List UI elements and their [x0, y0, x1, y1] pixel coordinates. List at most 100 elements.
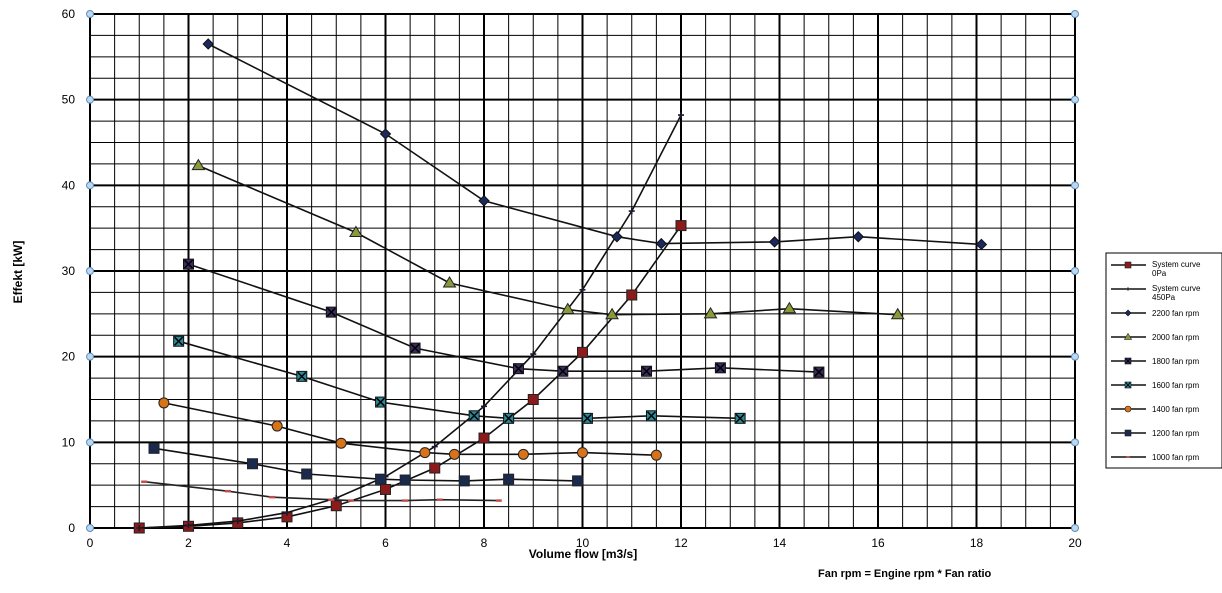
axes: 0 2 4 6 8 10 12 14 16 18 20 0 10 20 30 40 50 60	[62, 7, 1082, 550]
series-3	[202, 38, 988, 251]
x-tick-label: 14	[773, 536, 787, 550]
x-tick-label: 18	[970, 536, 984, 550]
marker-cross	[646, 411, 656, 421]
data-point	[703, 306, 718, 319]
legend-item: 1400 fan rpm	[1111, 405, 1199, 414]
data-point	[185, 522, 192, 529]
legend-label: 1400 fan rpm	[1152, 405, 1199, 414]
legend-marker-wrap	[1124, 381, 1132, 389]
data-point	[481, 403, 487, 410]
legend-label-continued: 0Pa	[1152, 269, 1167, 278]
x-tick-label: 16	[871, 536, 885, 550]
series-5	[183, 258, 825, 378]
legend-marker-wrap	[1123, 332, 1133, 340]
x-tick-label: 0	[87, 536, 94, 550]
data-point	[330, 500, 342, 512]
data-point	[375, 396, 387, 408]
data-point	[448, 448, 460, 460]
y-axis-end-marker	[86, 181, 94, 190]
data-point	[325, 306, 337, 318]
data-point	[611, 231, 623, 243]
legend-marker-wrap	[1124, 261, 1132, 269]
data-point	[379, 128, 392, 140]
y2-axis-end-marker	[1071, 267, 1079, 275]
marker-cross	[469, 411, 479, 421]
data-point	[173, 335, 185, 347]
data-point	[517, 448, 529, 460]
data-point	[271, 420, 283, 432]
data-point	[527, 394, 539, 405]
data-point	[191, 158, 206, 171]
legend-label: 1200 fan rpm	[1152, 429, 1199, 438]
data-point	[136, 525, 143, 531]
data-point	[645, 410, 657, 422]
legend-marker	[1124, 357, 1132, 365]
y2-axis-end-marker	[1071, 524, 1079, 532]
data-point	[628, 208, 635, 215]
data-point	[380, 483, 391, 495]
y-axis-end-marker	[86, 95, 94, 104]
series-7	[158, 397, 662, 461]
data-point	[375, 473, 387, 485]
data-point	[560, 302, 575, 315]
series-8	[148, 442, 584, 487]
data-point	[641, 365, 653, 377]
data-point	[581, 412, 593, 424]
legend-marker	[1123, 332, 1133, 340]
y-axis-end-marker	[86, 524, 94, 532]
x-tick-label: 4	[284, 536, 291, 550]
series-line	[163, 402, 657, 456]
data-point	[579, 286, 586, 293]
data-point	[202, 38, 214, 50]
data-point	[557, 365, 569, 377]
legend-marker	[1124, 429, 1132, 437]
marker-cross	[504, 413, 514, 423]
data-point	[530, 351, 537, 358]
data-point	[813, 366, 825, 378]
series-line	[207, 43, 982, 246]
x-tick-label: 20	[1068, 536, 1082, 550]
y-tick-label: 10	[62, 435, 76, 449]
data-point	[349, 225, 363, 237]
legend-marker-wrap	[1126, 287, 1130, 291]
legend-item: 2000 fan rpm	[1111, 332, 1199, 342]
series-9	[141, 480, 502, 502]
y-axis-end-marker	[86, 267, 94, 275]
legend-item: 1600 fan rpm	[1111, 381, 1199, 390]
marker-cross	[513, 364, 524, 374]
data-point	[782, 301, 797, 314]
data-point	[605, 307, 619, 320]
series-line	[188, 263, 819, 373]
data-point	[429, 462, 441, 474]
series-6	[173, 335, 746, 424]
data-point	[768, 236, 781, 248]
data-point	[890, 307, 905, 320]
data-point	[678, 112, 684, 119]
legend-label: 1800 fan rpm	[1152, 357, 1199, 366]
data-point	[296, 370, 308, 382]
data-point	[247, 458, 259, 470]
legend-item: 1800 fan rpm	[1111, 357, 1199, 366]
data-point	[572, 475, 584, 487]
marker-cross	[326, 307, 336, 317]
footnote: Fan rpm = Engine rpm * Fan ratio	[818, 568, 992, 580]
x-tick-label: 6	[382, 536, 389, 550]
legend-marker-wrap	[1124, 357, 1132, 365]
marker-cross	[376, 397, 386, 407]
series-line	[178, 340, 741, 420]
y-tick-label: 30	[62, 264, 76, 278]
data-point	[301, 468, 313, 480]
data-point	[399, 474, 411, 486]
marker-cross	[582, 413, 592, 423]
marker-cross	[297, 371, 307, 381]
marker-cross	[735, 413, 745, 423]
series-layer	[133, 38, 988, 534]
x-tick-label: 10	[576, 536, 590, 550]
y-axis-end-marker	[86, 352, 94, 361]
data-point	[183, 258, 194, 270]
legend-label: System curve	[1152, 260, 1201, 269]
series-line	[153, 447, 578, 482]
legend-label: 2000 fan rpm	[1152, 333, 1199, 342]
